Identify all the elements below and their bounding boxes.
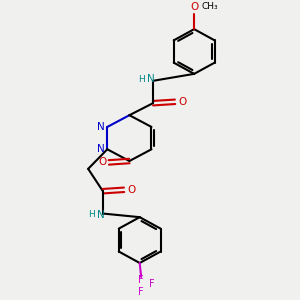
Text: O: O <box>127 185 136 195</box>
Text: CH₃: CH₃ <box>201 2 218 11</box>
Text: H: H <box>88 210 95 219</box>
Text: N: N <box>97 210 104 220</box>
Text: O: O <box>98 158 106 167</box>
Text: F: F <box>149 279 154 289</box>
Text: O: O <box>190 2 198 12</box>
Text: H: H <box>138 75 145 84</box>
Text: F: F <box>138 287 144 297</box>
Text: O: O <box>178 97 187 107</box>
Text: N: N <box>97 122 105 132</box>
Text: N: N <box>97 144 105 154</box>
Text: F: F <box>138 275 144 285</box>
Text: N: N <box>147 74 154 84</box>
